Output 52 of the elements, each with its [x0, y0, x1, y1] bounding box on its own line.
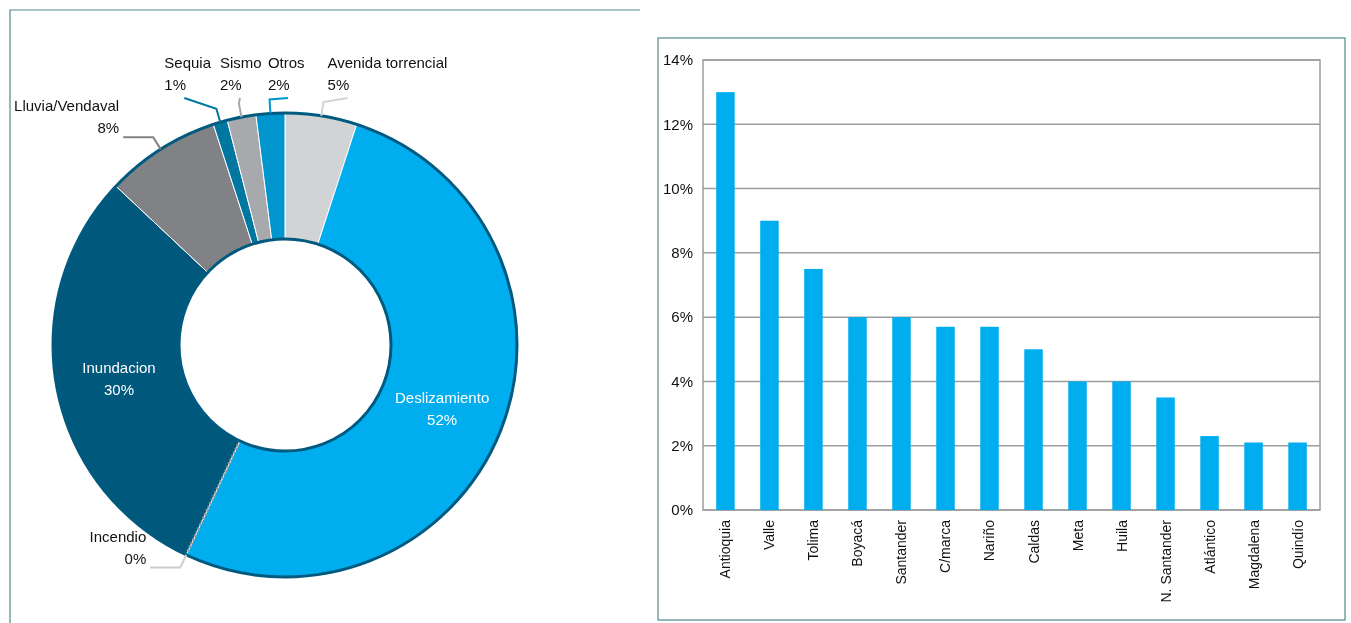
bar	[1112, 381, 1131, 510]
bar	[1288, 442, 1307, 510]
x-tick-label: Quindío	[1289, 519, 1306, 570]
bar	[892, 317, 911, 510]
bar	[1068, 381, 1087, 510]
y-tick-label: 10%	[662, 179, 693, 197]
y-tick-label: 2%	[671, 436, 693, 454]
slice-label: Avenida torrencial	[327, 54, 448, 71]
bar	[1156, 397, 1175, 510]
category-label: Incendio	[89, 527, 147, 545]
x-tick-label: Valle	[761, 519, 778, 551]
x-tick-label: Atlántico	[1201, 519, 1218, 574]
x-tick-label: C/marca	[937, 519, 954, 573]
data-label: 2%	[219, 76, 242, 93]
slice-label: Deslizamiento	[395, 389, 490, 407]
slice-label: Lluvia/Vendaval	[14, 97, 120, 115]
bar	[848, 317, 867, 510]
x-tick-label: Antioquia	[717, 519, 734, 579]
x-tick-label: Tolima	[805, 519, 822, 561]
data-label: 1%	[164, 76, 187, 93]
slice-label: Sismo	[219, 54, 262, 71]
x-tick-label: Magdalena	[1245, 519, 1262, 590]
y-tick-label: 0%	[671, 501, 693, 519]
x-tick-label: Huila	[1113, 519, 1130, 552]
data-label: 30%	[103, 380, 135, 398]
data-label: 8%	[97, 119, 120, 137]
x-tick-label: Boyacá	[849, 519, 866, 567]
slice-label: Sequia	[164, 54, 212, 71]
x-tick-label: N. Santander	[1157, 519, 1174, 603]
y-tick-label: 12%	[662, 115, 693, 133]
data-label: 5%	[327, 76, 350, 93]
bar	[716, 92, 735, 510]
x-tick-label: Caldas	[1025, 520, 1042, 564]
bar	[1200, 436, 1219, 510]
bar	[760, 220, 779, 510]
bar	[1244, 442, 1263, 510]
data-label: 52%	[427, 411, 458, 429]
y-tick-label: 6%	[671, 308, 693, 326]
data-label: 2%	[267, 76, 290, 93]
y-tick-label: 14%	[662, 51, 693, 69]
bar	[980, 326, 999, 510]
x-tick-label: Santander	[893, 519, 910, 585]
y-tick-label: 4%	[671, 372, 693, 390]
bar	[936, 326, 955, 510]
y-tick-label: 8%	[671, 244, 693, 262]
x-tick-label: Nariño	[981, 519, 998, 562]
x-tick-label: Meta	[1069, 519, 1086, 552]
text: 0%	[124, 549, 147, 567]
slice-label: Otros	[267, 54, 305, 71]
slice-label: Inundacion	[82, 358, 156, 376]
bar	[1024, 349, 1043, 510]
bar	[804, 268, 823, 510]
